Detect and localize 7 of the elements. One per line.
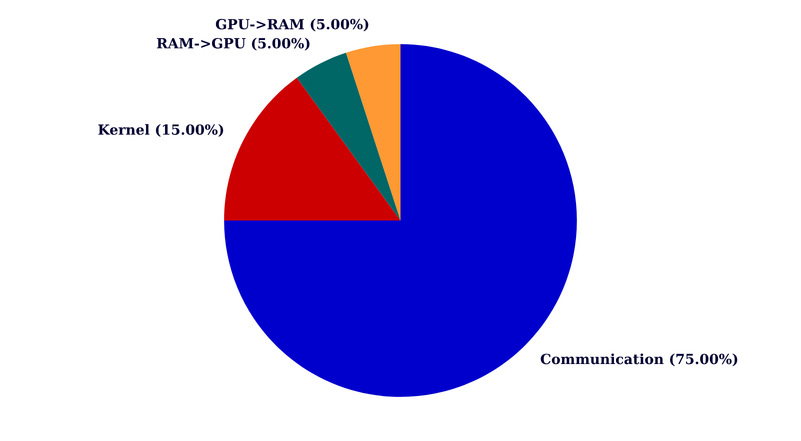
slice-label: Kernel (15.00%) [98, 124, 224, 137]
pie-slice [346, 44, 400, 220]
pie-slice [296, 52, 400, 220]
slice-label: GPU->RAM (5.00%) [216, 18, 368, 32]
pie-slice [224, 78, 400, 220]
slice-label: RAM->GPU (5.00%) [156, 38, 310, 50]
slice-label: Communication (75.00%) [540, 353, 738, 366]
